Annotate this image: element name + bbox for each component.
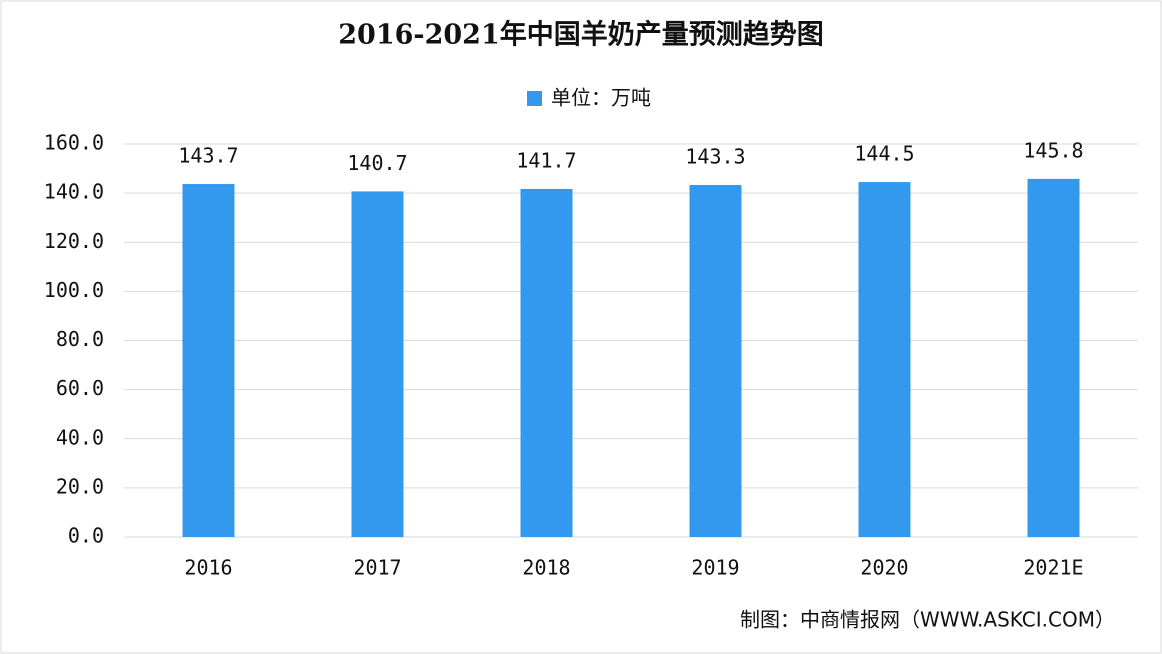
value-label: 140.7 <box>347 151 407 175</box>
value-label: 141.7 <box>516 148 576 172</box>
y-tick-label: 140.0 <box>44 180 104 204</box>
bar <box>1027 178 1080 537</box>
bar <box>689 185 742 537</box>
x-tick-label: 2018 <box>522 556 570 580</box>
y-tick-label: 160.0 <box>44 131 104 155</box>
x-tick-label: 2016 <box>184 556 232 580</box>
bar <box>858 182 911 537</box>
y-tick-label: 0.0 <box>68 524 104 548</box>
bar <box>351 191 404 537</box>
y-tick-label: 100.0 <box>44 278 104 302</box>
bar <box>182 184 235 538</box>
value-label: 145.8 <box>1023 138 1083 162</box>
x-tick-label: 2021E <box>1023 556 1083 580</box>
y-tick-label: 60.0 <box>56 376 104 400</box>
y-tick-label: 20.0 <box>56 474 104 498</box>
legend-label: 单位：万吨 <box>551 86 651 110</box>
y-tick-label: 120.0 <box>44 229 104 253</box>
y-tick-label: 40.0 <box>56 425 104 449</box>
x-tick-label: 2020 <box>860 556 908 580</box>
value-label: 144.5 <box>854 142 914 166</box>
bar <box>520 188 573 537</box>
value-label: 143.3 <box>685 145 745 169</box>
legend-swatch <box>527 91 542 106</box>
y-tick-label: 80.0 <box>56 327 104 351</box>
x-tick-label: 2017 <box>353 556 401 580</box>
x-tick-label: 2019 <box>691 556 739 580</box>
source-note: 制图：中商情报网（WWW.ASKCI.COM） <box>740 608 1115 632</box>
chart-title: 2016-2021年中国羊奶产量预测趋势图 <box>338 19 824 51</box>
value-label: 143.7 <box>178 144 238 168</box>
